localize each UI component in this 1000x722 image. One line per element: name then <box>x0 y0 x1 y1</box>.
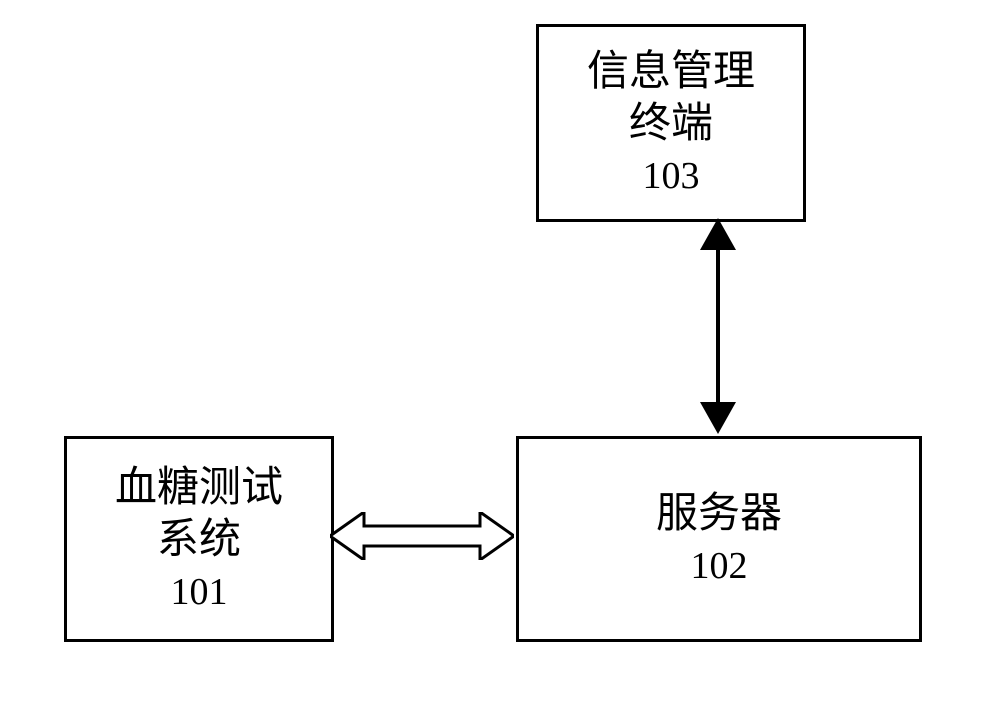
node-blood-glucose-system-label: 血糖测试 系统 <box>115 462 283 567</box>
node-server-number: 102 <box>691 543 748 591</box>
edge-bidirectional-hollow <box>330 512 514 560</box>
node-blood-glucose-system-number: 101 <box>171 569 228 617</box>
node-info-terminal-label: 信息管理 终端 <box>587 46 755 151</box>
diagram-canvas: 信息管理 终端 103 服务器 102 血糖测试 系统 101 <box>0 0 1000 722</box>
node-blood-glucose-system: 血糖测试 系统 101 <box>64 436 334 642</box>
node-info-terminal-number: 103 <box>643 153 700 201</box>
node-server: 服务器 102 <box>516 436 922 642</box>
node-info-terminal: 信息管理 终端 103 <box>536 24 806 222</box>
edge-bidirectional-solid <box>700 218 736 434</box>
node-server-label: 服务器 <box>656 488 782 541</box>
